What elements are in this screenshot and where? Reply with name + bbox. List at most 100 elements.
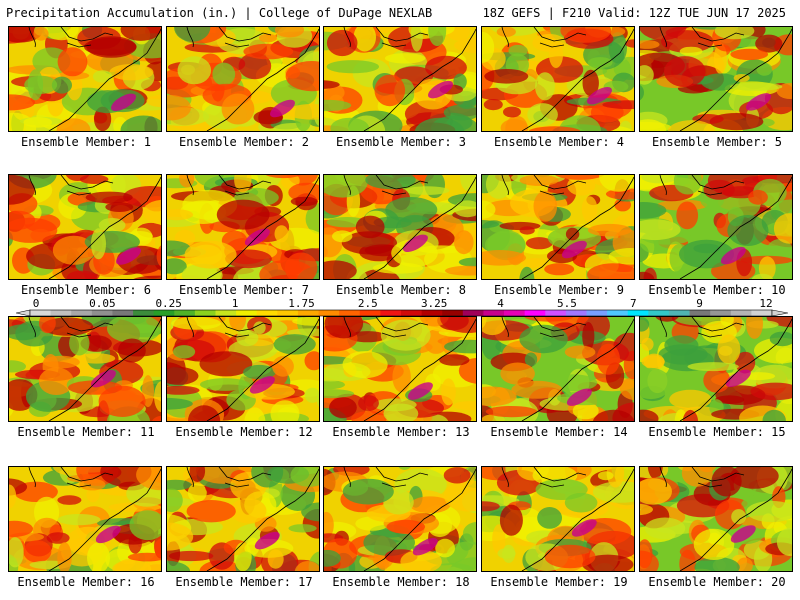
ensemble-member-label: Ensemble Member: 18 xyxy=(332,575,470,589)
precipitation-field-map xyxy=(9,175,161,279)
colorbar-tick-label: 0.05 xyxy=(89,298,116,310)
colorbar-swatch xyxy=(359,310,381,316)
colorbar-swatch xyxy=(236,310,258,316)
precipitation-field-map xyxy=(640,27,792,131)
precipitation-field-map xyxy=(167,175,319,279)
ensemble-member-label: Ensemble Member: 14 xyxy=(490,425,628,439)
ensemble-map-panel xyxy=(166,316,320,422)
ensemble-map-panel xyxy=(481,174,635,280)
colorbar-tick-label: 1 xyxy=(232,298,239,310)
ensemble-member-label: Ensemble Member: 16 xyxy=(17,575,155,589)
ensemble-map-panel xyxy=(323,174,477,280)
ensemble-member-label: Ensemble Member: 1 xyxy=(20,135,152,149)
colorbar-swatch xyxy=(710,310,732,316)
precipitation-field-map xyxy=(640,317,792,421)
colorbar-swatch xyxy=(648,310,670,316)
colorbar-swatch xyxy=(586,310,608,316)
colorbar-swatch xyxy=(153,310,175,316)
colorbar-tick-label: 3.25 xyxy=(421,298,448,310)
colorbar-swatch xyxy=(504,310,526,316)
colorbar-min-arrow xyxy=(16,309,31,317)
colorbar-swatch xyxy=(50,310,72,316)
ensemble-map-panel xyxy=(8,174,162,280)
ensemble-member-label: Ensemble Member: 20 xyxy=(648,575,786,589)
ensemble-map-panel xyxy=(166,174,320,280)
ensemble-map-panel xyxy=(481,26,635,132)
ensemble-map-panel xyxy=(323,26,477,132)
ensemble-map-panel xyxy=(8,316,162,422)
colorbar-swatch xyxy=(627,310,649,316)
ensemble-member-label: Ensemble Member: 3 xyxy=(335,135,467,149)
precipitation-field-map xyxy=(324,467,476,571)
colorbar-scale: 0 0.05 0.25 1 1.75 2.5 3.25 4 5.5 7 9 12 xyxy=(16,298,788,317)
colorbar-swatch xyxy=(194,310,216,316)
ensemble-map-panel xyxy=(639,26,793,132)
colorbar-tick-label: 2.5 xyxy=(358,298,378,310)
colorbar-swatch xyxy=(421,310,443,316)
ensemble-map-panel xyxy=(323,316,477,422)
ensemble-member-label: Ensemble Member: 8 xyxy=(335,283,467,297)
colorbar-tick-label: 4 xyxy=(497,298,504,310)
ensemble-member-label: Ensemble Member: 11 xyxy=(17,425,155,439)
ensemble-map-panel xyxy=(639,316,793,422)
colorbar-swatch xyxy=(112,310,134,316)
colorbar-tick-label: 12 xyxy=(759,298,772,310)
ensemble-member-label: Ensemble Member: 13 xyxy=(332,425,470,439)
precipitation-field-map xyxy=(167,27,319,131)
colorbar-swatch xyxy=(91,310,113,316)
colorbar-swatch xyxy=(689,310,711,316)
ensemble-map-panel xyxy=(323,466,477,572)
ensemble-map-panel xyxy=(166,466,320,572)
precipitation-field-map xyxy=(324,175,476,279)
ensemble-member-label: Ensemble Member: 2 xyxy=(178,135,310,149)
colorbar-swatch xyxy=(318,310,340,316)
map-title: Precipitation Accumulation (in.) | Colle… xyxy=(6,6,433,20)
colorbar-swatch xyxy=(751,310,773,316)
ensemble-map-panel xyxy=(639,174,793,280)
precipitation-field-map xyxy=(482,317,634,421)
precipitation-field-map xyxy=(640,175,792,279)
colorbar-swatch xyxy=(297,310,319,316)
colorbar-swatch xyxy=(462,310,484,316)
ensemble-member-label: Ensemble Member: 5 xyxy=(651,135,783,149)
precipitation-field-map xyxy=(9,467,161,571)
colorbar-tick-label: 0 xyxy=(33,298,40,310)
precipitation-field-map xyxy=(640,467,792,571)
ensemble-map-panel xyxy=(8,466,162,572)
ensemble-member-label: Ensemble Member: 15 xyxy=(648,425,786,439)
colorbar-swatch xyxy=(339,310,361,316)
precipitation-field-map xyxy=(167,467,319,571)
precipitation-field-map xyxy=(9,317,161,421)
ensemble-member-label: Ensemble Member: 7 xyxy=(178,283,310,297)
colorbar-swatch xyxy=(442,310,464,316)
ensemble-member-label: Ensemble Member: 17 xyxy=(175,575,313,589)
precipitation-field-map xyxy=(324,317,476,421)
colorbar-swatch xyxy=(483,310,505,316)
colorbar-swatch xyxy=(215,310,237,316)
colorbar-max-arrow xyxy=(771,309,788,317)
precipitation-field-map xyxy=(482,27,634,131)
ensemble-map-panel xyxy=(639,466,793,572)
ensemble-member-label: Ensemble Member: 12 xyxy=(175,425,313,439)
colorbar-tick-label: 7 xyxy=(630,298,637,310)
colorbar-swatch xyxy=(71,310,93,316)
ensemble-map-panel xyxy=(166,26,320,132)
colorbar-swatch xyxy=(668,310,690,316)
precipitation-colorbar: 0 0.05 0.25 1 1.75 2.5 3.25 4 5.5 7 9 12 xyxy=(16,298,788,322)
colorbar-tick-label: 5.5 xyxy=(557,298,577,310)
colorbar-swatch xyxy=(30,310,52,316)
colorbar-tick-label: 9 xyxy=(696,298,703,310)
colorbar-tick-label: 1.75 xyxy=(288,298,315,310)
colorbar-swatch xyxy=(277,310,299,316)
ensemble-map-panel xyxy=(8,26,162,132)
ensemble-member-label: Ensemble Member: 9 xyxy=(493,283,625,297)
colorbar-swatch xyxy=(730,310,752,316)
colorbar-swatch xyxy=(133,310,155,316)
colorbar-swatch xyxy=(607,310,629,316)
ensemble-member-label: Ensemble Member: 4 xyxy=(493,135,625,149)
colorbar-swatch xyxy=(524,310,546,316)
colorbar-swatch xyxy=(256,310,278,316)
colorbar-swatch xyxy=(380,310,402,316)
colorbar-swatch xyxy=(174,310,196,316)
colorbar-swatch xyxy=(565,310,587,316)
